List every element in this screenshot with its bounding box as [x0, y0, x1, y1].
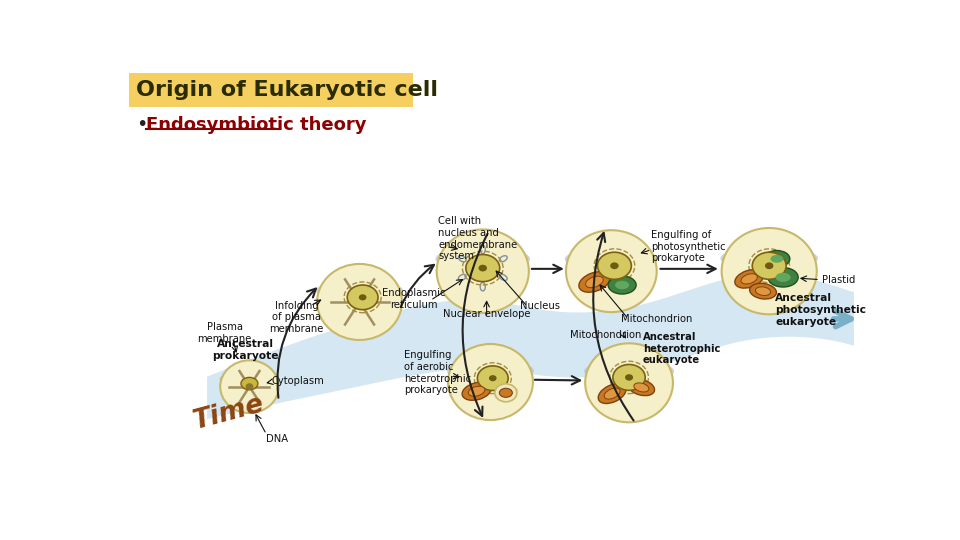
Polygon shape: [207, 274, 853, 419]
Ellipse shape: [741, 274, 757, 284]
Ellipse shape: [564, 247, 658, 271]
Ellipse shape: [753, 252, 786, 279]
Ellipse shape: [615, 281, 629, 289]
Text: Ancestral
photosynthetic
eukaryote: Ancestral photosynthetic eukaryote: [776, 293, 866, 327]
Text: Ancestral
heterotrophic
eukaryote: Ancestral heterotrophic eukaryote: [643, 332, 720, 365]
Ellipse shape: [611, 262, 618, 269]
Text: Plasma
membrane: Plasma membrane: [198, 322, 252, 343]
Ellipse shape: [437, 230, 529, 313]
Ellipse shape: [566, 230, 657, 312]
Ellipse shape: [628, 379, 655, 396]
Ellipse shape: [625, 374, 633, 381]
Ellipse shape: [447, 360, 534, 382]
Ellipse shape: [489, 375, 496, 381]
Ellipse shape: [317, 264, 402, 340]
Ellipse shape: [597, 252, 632, 279]
Ellipse shape: [720, 246, 818, 271]
Ellipse shape: [348, 285, 378, 309]
Ellipse shape: [768, 268, 798, 287]
Ellipse shape: [722, 228, 817, 314]
FancyBboxPatch shape: [129, 72, 414, 107]
Ellipse shape: [584, 360, 674, 383]
Ellipse shape: [468, 386, 485, 396]
Ellipse shape: [462, 382, 492, 400]
Text: Nucleus: Nucleus: [519, 301, 560, 311]
Ellipse shape: [220, 360, 278, 413]
Ellipse shape: [246, 383, 253, 390]
Ellipse shape: [765, 262, 774, 269]
Ellipse shape: [604, 388, 620, 399]
Ellipse shape: [241, 377, 258, 390]
Text: Mitochondrion: Mitochondrion: [570, 330, 641, 340]
Ellipse shape: [598, 384, 626, 403]
Ellipse shape: [436, 247, 530, 271]
Ellipse shape: [466, 254, 500, 282]
Ellipse shape: [764, 251, 790, 267]
Ellipse shape: [494, 384, 516, 402]
Ellipse shape: [359, 294, 367, 300]
Text: Nuclear envelope: Nuclear envelope: [443, 309, 530, 319]
Ellipse shape: [478, 265, 487, 272]
Text: Origin of Eukaryotic cell: Origin of Eukaryotic cell: [136, 80, 439, 100]
Text: •: •: [136, 116, 148, 134]
Ellipse shape: [608, 276, 636, 294]
Ellipse shape: [579, 272, 610, 292]
Text: Endosymbiotic theory: Endosymbiotic theory: [146, 116, 366, 134]
Text: Cytoplasm: Cytoplasm: [271, 375, 324, 386]
Text: Engulfing
of aerobic
heterotrophic
prokaryote: Engulfing of aerobic heterotrophic proka…: [404, 350, 471, 395]
Ellipse shape: [316, 280, 403, 302]
Text: Cell with
nucleus and
endomembrane
system: Cell with nucleus and endomembrane syste…: [438, 217, 517, 261]
Ellipse shape: [586, 343, 673, 422]
Ellipse shape: [499, 388, 513, 397]
Ellipse shape: [477, 366, 508, 390]
Text: Engulfing of
photosynthetic
prokaryote: Engulfing of photosynthetic prokaryote: [652, 230, 726, 263]
Ellipse shape: [448, 344, 533, 420]
Text: Mitochondrion: Mitochondrion: [620, 314, 692, 323]
Text: Plastid: Plastid: [822, 275, 855, 286]
Text: Ancestral
prokaryote: Ancestral prokaryote: [212, 339, 278, 361]
Ellipse shape: [634, 383, 649, 392]
Ellipse shape: [493, 387, 517, 393]
Text: Endoplasmic
reticulum: Endoplasmic reticulum: [382, 288, 445, 309]
Text: Infolding
of plasma
membrane: Infolding of plasma membrane: [269, 301, 324, 334]
Ellipse shape: [612, 364, 645, 390]
Ellipse shape: [771, 255, 783, 263]
Ellipse shape: [586, 276, 603, 288]
Text: Time: Time: [190, 391, 267, 435]
Ellipse shape: [220, 372, 279, 387]
Ellipse shape: [756, 287, 771, 295]
Text: DNA: DNA: [266, 434, 289, 444]
Ellipse shape: [734, 269, 763, 288]
Ellipse shape: [354, 297, 365, 307]
Ellipse shape: [776, 273, 791, 282]
Ellipse shape: [750, 284, 777, 299]
